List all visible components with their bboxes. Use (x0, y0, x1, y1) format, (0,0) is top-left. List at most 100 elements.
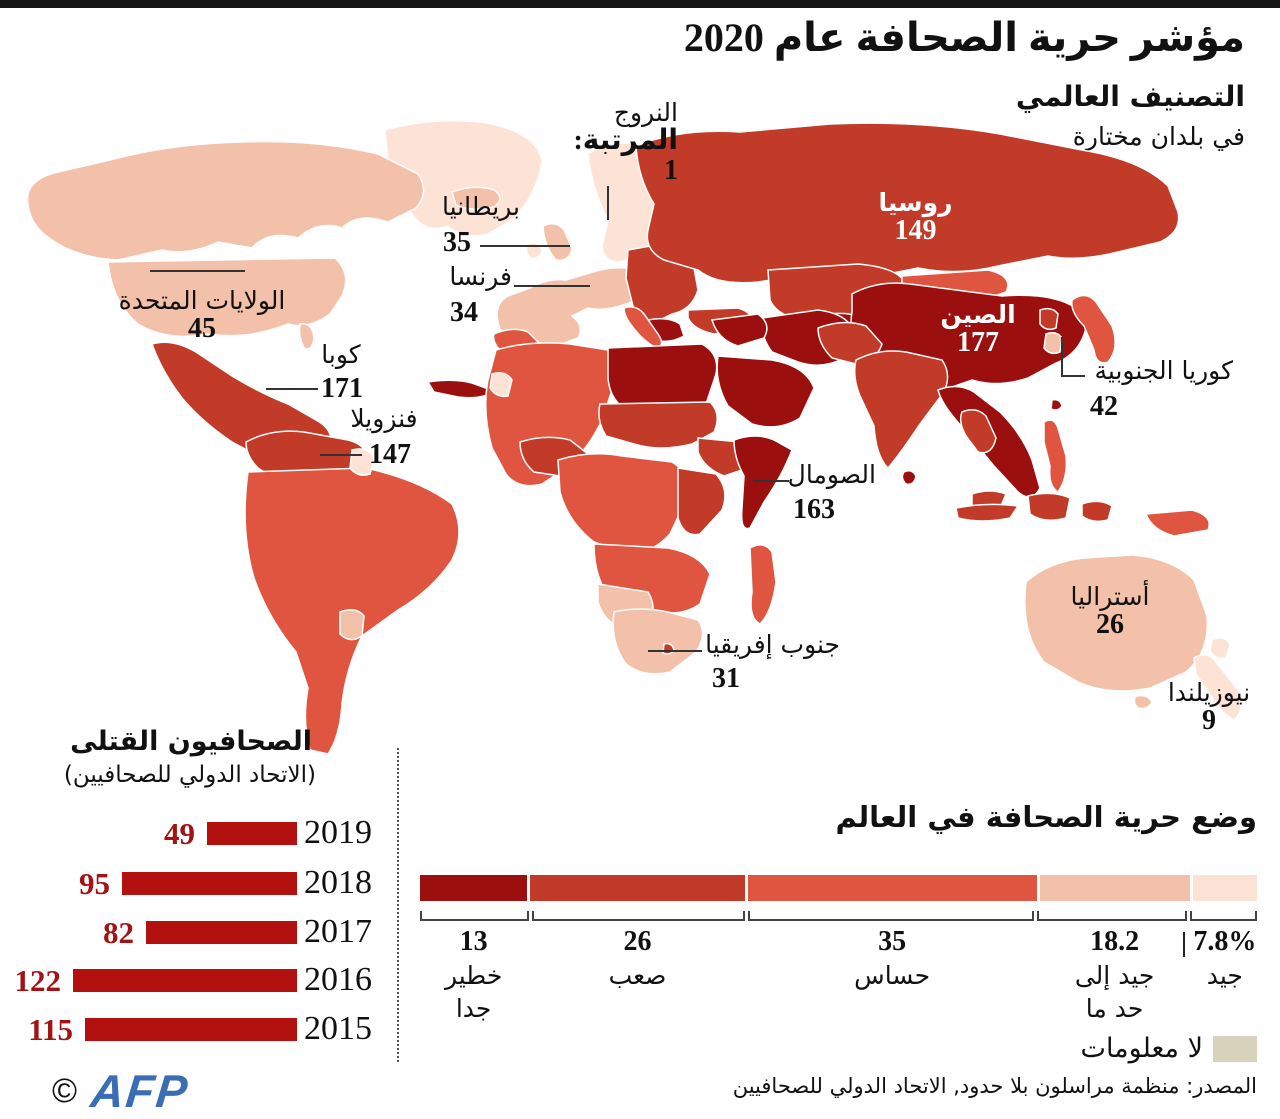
killed-bar (207, 821, 297, 845)
map-region-florida (298, 323, 315, 350)
map-region-borneo (1027, 492, 1071, 521)
top-black-bar (0, 0, 1280, 8)
pointer-usa (150, 270, 245, 272)
label-france-value: 34 (450, 297, 478, 328)
map-region-uk (542, 223, 573, 261)
value-divider (1183, 932, 1185, 957)
pointer-somalia (753, 480, 789, 482)
label-sensitive: حساس (854, 961, 931, 990)
killed-bar (146, 920, 297, 944)
value-sensitive: 35 (878, 926, 907, 957)
killed-value: 122 (14, 962, 62, 998)
value-difficult: 26 (623, 926, 652, 957)
map-region-taiwan (1050, 398, 1063, 411)
killed-year: 2019 (304, 814, 372, 851)
segment-difficult (530, 875, 745, 901)
dotted-divider (397, 748, 399, 1062)
pointer-venezuela (320, 454, 362, 456)
bracket (531, 911, 745, 921)
label-australia: أستراليا 26 (1070, 582, 1150, 641)
map-region-iceland (451, 186, 501, 210)
map-region-new-zealand-south (1193, 654, 1242, 721)
segment-sensitive (747, 875, 1037, 901)
copyright-icon: © (52, 1071, 78, 1110)
label-difficult: صعب (608, 961, 667, 990)
status-labels: خطير جدا صعب حساس جيد إلى حد ما جيد (420, 960, 1257, 1025)
killed-row-2015: 115 2015 (0, 1011, 372, 1047)
map-region-tasmania (1133, 694, 1153, 710)
killed-row-2016: 122 2016 (0, 962, 373, 998)
source-line: المصدر: منظمة مراسلون بلا حدود, الاتحاد … (732, 1074, 1257, 1098)
map-region-australia (1024, 554, 1209, 692)
map-region-sulawesi (1081, 500, 1113, 523)
map-region-new-zealand-north (1209, 637, 1231, 660)
map-region-madagascar (749, 544, 777, 625)
map-region-new-guinea (1144, 509, 1210, 537)
killed-value: 82 (103, 914, 134, 950)
label-uk-value: 35 (443, 227, 471, 258)
label-cuba-value: 171 (321, 373, 363, 404)
status-chart-title: وضع حرية الصحافة في العالم (835, 800, 1257, 834)
killed-value: 49 (164, 815, 195, 851)
label-uk: بريطانيا (442, 192, 520, 221)
map-region-south-africa (612, 608, 704, 675)
pointer-south-africa (648, 650, 702, 652)
value-very-serious: 13 (459, 926, 488, 957)
value-fairly-good: 18.2 (1090, 926, 1140, 957)
label-cuba: كوبا (321, 340, 361, 369)
label-very-serious: خطير جدا (444, 961, 503, 1023)
killed-year: 2017 (304, 913, 372, 950)
afp-logo: AFP (88, 1065, 192, 1117)
label-somalia: الصومال (787, 460, 876, 489)
segment-fairly-good (1039, 875, 1190, 901)
label-good: جيد (1206, 961, 1243, 990)
killed-row-2018: 95 2018 (0, 866, 372, 900)
bracket (747, 911, 1034, 921)
map-region-central-africa (557, 453, 689, 554)
label-france: فرنسا (449, 262, 512, 291)
killed-value: 115 (28, 1011, 73, 1047)
subtitle-bold: التصنيف العالمي (1015, 80, 1245, 113)
no-info-legend: لا معلومات (1081, 1033, 1257, 1064)
label-somalia-value: 163 (793, 494, 835, 525)
killed-year: 2015 (304, 1010, 372, 1047)
pointer-south-korea-vertical (1061, 337, 1063, 377)
label-south-africa-value: 31 (712, 663, 740, 694)
killed-bar (73, 968, 297, 992)
page-title: مؤشر حرية الصحافة عام 2020 (683, 15, 1245, 60)
status-brackets (420, 911, 1258, 921)
pointer-cuba (266, 388, 318, 390)
map-region-western-sahara (489, 372, 513, 398)
no-info-swatch (1213, 1035, 1257, 1062)
map-region-sudan-chad (598, 401, 718, 449)
map-region-uruguay (339, 609, 365, 641)
map-region-thailand (959, 409, 997, 454)
segment-good (1192, 875, 1257, 901)
killed-year: 2018 (304, 864, 372, 901)
status-stacked-bar (420, 875, 1257, 901)
label-fairly-good: جيد إلى حد ما (1074, 961, 1155, 1023)
killed-year: 2016 (304, 961, 372, 998)
bracket (1190, 911, 1258, 921)
label-south-africa: جنوب إفريقيا (705, 630, 840, 659)
pointer-south-korea-horizontal (1061, 375, 1085, 377)
killed-chart-title: الصحافيون القتلى (70, 726, 312, 757)
map-region-somalia (733, 435, 793, 530)
bracket (420, 911, 529, 921)
map-region-south-korea (1043, 331, 1063, 355)
label-south-korea-value: 42 (1090, 391, 1118, 422)
label-venezuela-value: 147 (369, 439, 411, 470)
status-values: 13 26 35 18.2 7.8% (420, 928, 1257, 956)
killed-chart-subtitle: (الاتحاد الدولي للصحافيين) (63, 762, 316, 788)
label-usa: الولايات المتحدة 45 (118, 286, 286, 345)
map-region-saudi-arabia (716, 355, 815, 428)
map-region-sumatra (955, 503, 1020, 522)
pointer-uk (480, 245, 570, 247)
map-region-usa (107, 257, 347, 338)
label-china: الصين 177 (940, 300, 1016, 359)
afp-credit: © AFP (52, 1065, 192, 1117)
label-russia: روسيا 149 (878, 188, 953, 247)
killed-row-2017: 82 2017 (0, 914, 372, 950)
value-good: 7.8% (1193, 926, 1257, 957)
